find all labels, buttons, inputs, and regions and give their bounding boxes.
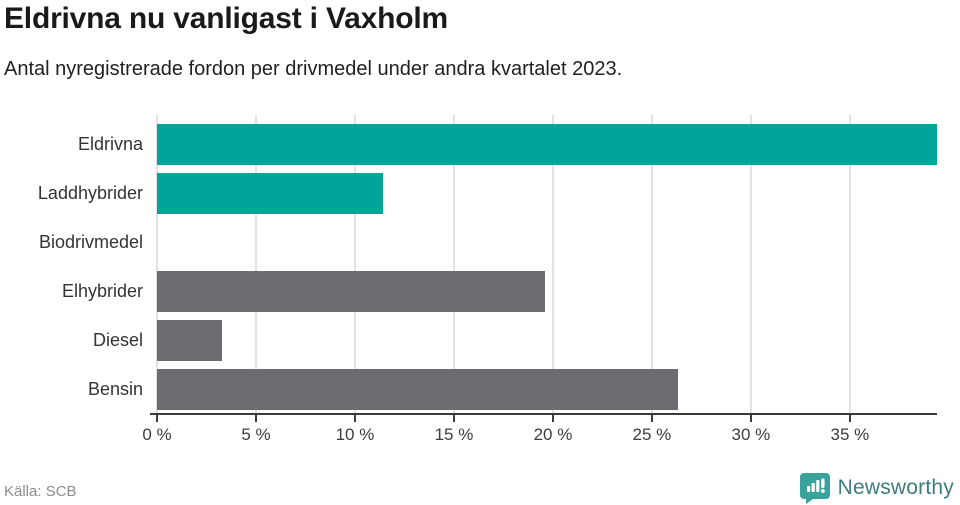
- x-tick-label-35: 35 %: [830, 425, 870, 444]
- x-tick-label-5: 5 %: [241, 425, 271, 444]
- gridline-25-percent: [650, 115, 653, 413]
- x-tick-0: [156, 415, 158, 422]
- x-tick-label-10: 10 %: [335, 425, 375, 444]
- x-tick-label-0: 0 %: [142, 425, 172, 444]
- x-tick-label-30: 30 %: [731, 425, 771, 444]
- newsworthy-logo: Newsworthy: [799, 472, 954, 504]
- gridline-10-percent: [353, 115, 356, 413]
- category-label-diesel: Diesel: [92, 330, 143, 350]
- x-tick-20: [551, 415, 554, 422]
- chart-subtitle: Antal nyregistrerade fordon per drivmede…: [4, 58, 623, 80]
- gridline-20-percent: [551, 115, 554, 413]
- chart-title: Eldrivna nu vanligast i Vaxholm: [4, 2, 448, 35]
- bar-bensin: [157, 369, 678, 410]
- x-tick-label-25: 25 %: [632, 425, 672, 444]
- category-label-bensin: Bensin: [87, 379, 143, 399]
- gridline-15-percent: [452, 115, 455, 413]
- x-tick-label-15: 15 %: [434, 425, 474, 444]
- bar-eldrivna: [157, 124, 937, 165]
- bar-chart-plot: Eldrivna Laddhybrider Biodrivmedel Elhybrid…: [37, 115, 937, 444]
- x-tick-25: [650, 415, 653, 422]
- x-tick-35: [848, 415, 851, 422]
- x-tick-10: [353, 415, 356, 422]
- category-label-eldrivna: Eldrivna: [77, 134, 143, 154]
- newsworthy-wordmark: Newsworthy: [837, 476, 954, 499]
- x-tick-15: [452, 415, 455, 422]
- source-label: Källa: SCB: [4, 483, 77, 500]
- gridline-5-percent: [254, 115, 257, 413]
- category-label-elhybrider: Elhybrider: [61, 281, 143, 301]
- gridline-0-percent: [156, 115, 158, 413]
- category-label-laddhybrider: Laddhybrider: [37, 183, 143, 203]
- newsworthy-logo-icon: [799, 472, 830, 504]
- x-axis-line: [150, 413, 937, 415]
- category-label-biodrivmedel: Biodrivmedel: [38, 232, 143, 252]
- bar-elhybrider: [157, 271, 546, 312]
- gridline-35-percent: [848, 115, 851, 413]
- x-tick-5: [254, 415, 257, 422]
- x-tick-30: [749, 415, 752, 422]
- bar-laddhybrider: [157, 173, 383, 214]
- x-tick-label-20: 20 %: [533, 425, 573, 444]
- gridline-30-percent: [749, 115, 752, 413]
- bar-diesel: [157, 320, 223, 361]
